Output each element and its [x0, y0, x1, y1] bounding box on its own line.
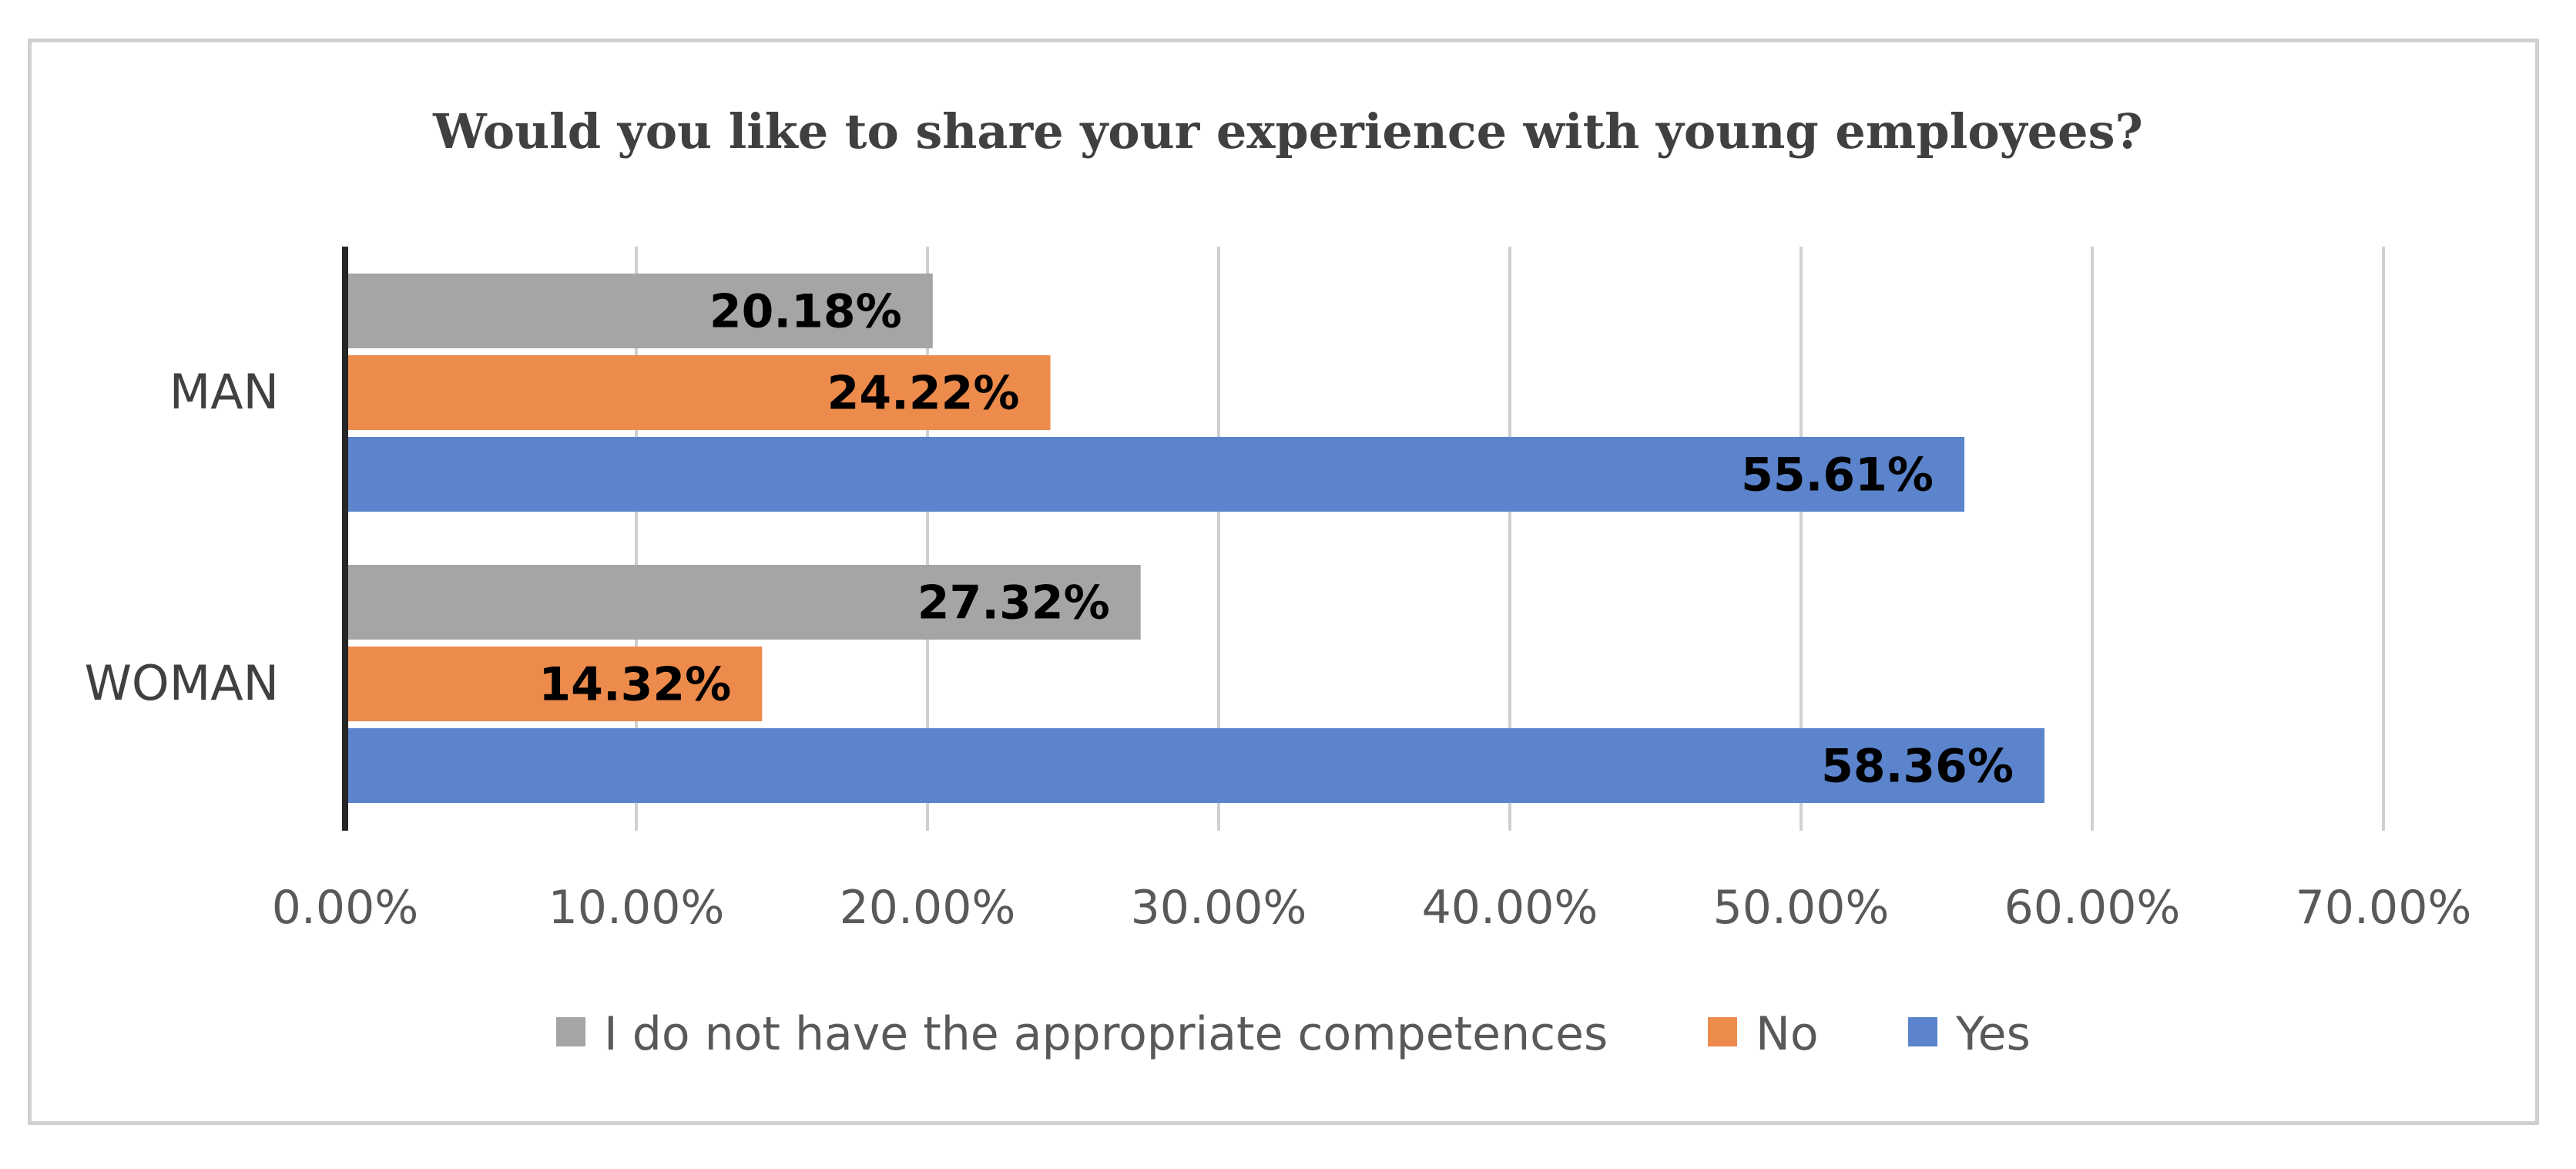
- x-tick-label-70-00: 70.00%: [2296, 881, 2472, 935]
- chart-title: Would you like to share your experience …: [432, 103, 2143, 160]
- x-tick-label-50-00: 50.00%: [1713, 881, 1890, 935]
- bar-woman-i-do-not-have-the-appropriate-competences: [345, 565, 1141, 640]
- bar-man-yes: [345, 437, 1965, 512]
- category-labels: MAN WOMAN: [85, 364, 279, 711]
- data-label-woman-i-do-not-have-the-appropriate-competences: 27.32%: [917, 576, 1110, 630]
- category-label-woman: WOMAN: [85, 655, 279, 711]
- legend-label-no: No: [1756, 1007, 1819, 1061]
- x-axis-tick-labels: 0.00% 10.00% 20.00% 30.00% 40.00% 50.00% 60.00…: [272, 881, 2472, 935]
- data-label-woman-yes: 58.36%: [1821, 740, 2014, 794]
- data-label-man-i-do-not-have-the-appropriate-competences: 20.18%: [709, 285, 902, 339]
- legend-label-yes: Yes: [1955, 1007, 2031, 1061]
- bar-man-no: [345, 355, 1051, 430]
- legend: I do not have the appropriate competence…: [556, 1007, 2031, 1061]
- legend-label-i-do-not-have-the-appropriate-competences: I do not have the appropriate competence…: [604, 1007, 1608, 1061]
- legend-swatch-yes: [1908, 1017, 1937, 1046]
- x-tick-label-30-00: 30.00%: [1131, 881, 1307, 935]
- data-label-man-yes: 55.61%: [1741, 448, 1934, 502]
- x-tick-label-10-00: 10.00%: [548, 881, 725, 935]
- bar-woman-no: [345, 647, 763, 721]
- legend-swatch-i-do-not-have-the-appropriate-competences: [556, 1017, 585, 1046]
- x-tick-label-60-00: 60.00%: [2004, 881, 2181, 935]
- data-label-man-no: 24.22%: [827, 367, 1020, 421]
- category-label-man: MAN: [169, 364, 279, 420]
- x-tick-label-40-00: 40.00%: [1422, 881, 1598, 935]
- bar-woman-yes: [345, 728, 2045, 803]
- bars: 20.18% 24.22% 55.61% 27.32% 14.32% 58.36%: [345, 274, 2045, 803]
- bar-man-i-do-not-have-the-appropriate-competences: [345, 274, 933, 348]
- data-label-woman-no: 14.32%: [538, 658, 731, 712]
- x-tick-label-0-00: 0.00%: [272, 881, 419, 935]
- legend-swatch-no: [1708, 1017, 1737, 1046]
- x-tick-label-20-00: 20.00%: [840, 881, 1016, 935]
